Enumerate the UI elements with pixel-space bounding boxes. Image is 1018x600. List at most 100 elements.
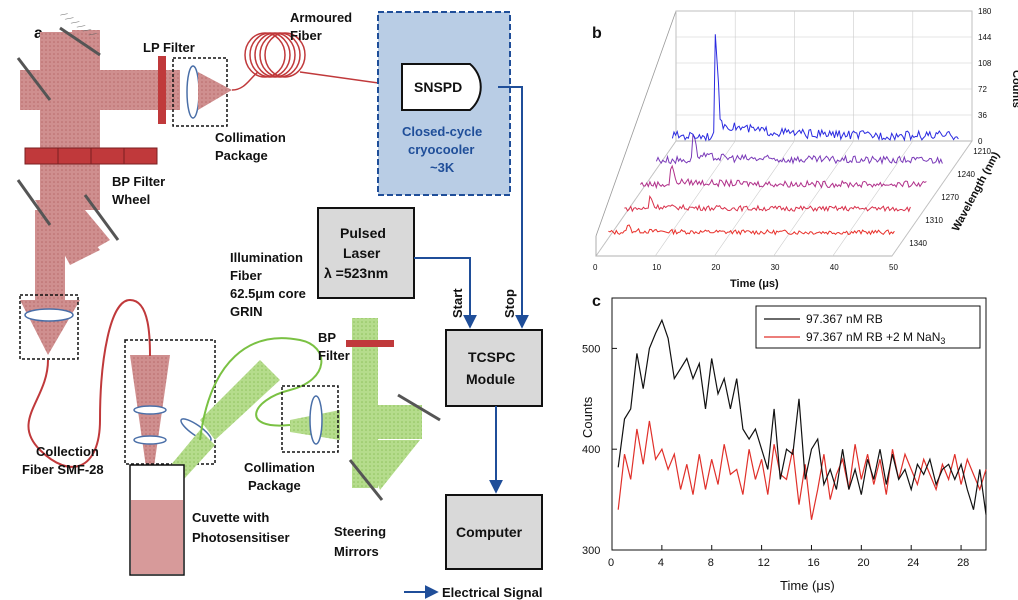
panel-b-ytick: 108 [978,59,992,68]
pulsed-label-3: λ =523nm [324,265,388,281]
panel-c-xtick: 4 [658,557,664,569]
collimation-bot-label-2: Package [248,478,301,493]
panel-b-series-line [655,134,943,166]
lp-filter-label: LP Filter [143,40,195,55]
red-beam-path [20,30,180,495]
panel-b-wltick: 1310 [925,216,943,225]
steering-label-1: Steering [334,524,386,539]
panel-b-ytick: 72 [978,85,987,94]
panel-c-frame [611,297,987,551]
panel-b-xlabel: Time (μs) [730,278,779,290]
panel-b-letter: b [592,25,602,42]
panel-c-series-line [617,420,987,520]
collimation-top-label-1: Collimation [215,130,286,145]
stop-label: Stop [502,289,517,318]
legend-entry-2: 97.367 nM RB +2 M NaN3 [806,330,945,346]
panel-c-xtick: 0 [608,557,614,569]
illumination-fiber [199,337,323,441]
panel-b-zlabel: Wavelength (nm) [950,150,1002,234]
panel-b-xtick: 20 [711,263,720,272]
panel-c-series-line [617,318,987,515]
pulsed-label-2: Laser [343,245,381,261]
panel-b-gridline-x [714,140,795,257]
bp-filter-green [346,340,394,347]
bp-wheel-label-1: BP Filter [112,174,165,189]
collection-label-1: Collection [36,444,99,459]
cuvette-optics-box [124,339,216,465]
panel-b-chart: b 0 10 20 30 40 50 0 36 72 108 144 180 1210 1240 1270 1… [592,7,1018,290]
tcspc-box [445,329,543,407]
cryo-label-2: cryocooler [408,142,474,157]
cuvette-liquid [131,500,183,574]
pulsed-laser-box [317,207,415,299]
cuvette-label-1: Cuvette with [192,510,269,525]
panel-b-gridline-x [832,140,914,257]
tcspc-label-1: TCSPC [468,349,515,365]
collection-lens-box [19,294,79,360]
lens-top [186,65,200,119]
tcspc-label-2: Module [466,371,515,387]
panel-b-ytick: 0 [978,137,983,146]
panel-b-xtick: 50 [889,263,898,272]
panel-c-chart: c 0 4 8 12 16 20 24 28 300 400 500 97.367 nM RB 97… [580,293,987,593]
panel-b-ylabel: Counts [1010,70,1018,108]
collimation-package-bottom [281,385,339,453]
panel-b-back-wall [675,10,973,142]
snspd-shape [401,63,482,111]
panel-c-ytick: 300 [582,545,600,557]
panel-b-gridline-x [773,140,854,257]
panel-b-xtick: 10 [652,263,661,272]
collimation-top-label-2: Package [215,148,268,163]
panel-b-left-top [595,10,677,237]
panel-c-xtick: 20 [857,557,869,569]
panel-b-series [608,34,959,236]
cryo-label-1: Closed-cycle [402,124,482,139]
bp-filter-wheel [24,147,158,165]
panel-c-ytick: 500 [582,343,600,355]
panel-b-ytick: 144 [978,33,992,42]
legend-box [755,305,981,349]
panel-c-xtick: 12 [758,557,770,569]
panel-b-grid [595,10,973,257]
bp-filter-label-1: BP [318,330,336,345]
panel-b-gridline-x [891,140,973,257]
panel-b-wltick: 1270 [941,193,959,202]
steering-label-2: Mirrors [334,544,379,559]
panel-b-series-line [671,34,959,142]
start-label: Start [450,288,465,318]
panel-b-xtick: 40 [830,263,839,272]
cryo-label-3: ~3K [430,160,455,175]
illum-label-2: Fiber [230,268,262,283]
panel-b-gridline-x [654,140,736,257]
panel-c-ytick: 400 [582,444,600,456]
panel-b-series-line [640,164,927,190]
armoured-label-1: Armoured [290,10,352,25]
mirrors-red [16,10,120,241]
panel-b-gridline-x [595,140,677,257]
bp-wheel-label-2: Wheel [112,192,150,207]
panel-c-xtick: 28 [957,557,969,569]
steering-mirror-2 [348,459,384,501]
pulsed-label-1: Pulsed [340,225,386,241]
electrical-arrows [404,86,529,599]
panel-b-series-line [624,195,911,213]
panel-b-ticks: 0 10 20 30 40 50 0 36 72 108 144 180 1210 1240 1270 131… [593,7,992,272]
panel-b-wltick: 1240 [957,170,975,179]
panel-b-xtick: 0 [593,263,598,272]
panel-c-series [617,318,987,520]
bp-filter-label-2: Filter [318,348,350,363]
steering-mirror-1 [397,393,441,422]
collection-lens [24,308,74,322]
panel-b-series-line [608,224,895,236]
computer-label: Computer [456,524,523,540]
panel-b-xtick: 30 [771,263,780,272]
cuvette-label-2: Photosensitiser [192,530,290,545]
snspd-label: SNSPD [414,79,462,95]
armoured-label-2: Fiber [290,28,322,43]
panel-b-ytick: 36 [978,111,987,120]
illum-label-3: 62.5μm core [230,286,306,301]
panel-b-wltick: 1210 [973,147,991,156]
panel-c-xlabel: Time (μs) [780,578,835,593]
panel-b-ytick: 180 [978,7,992,16]
